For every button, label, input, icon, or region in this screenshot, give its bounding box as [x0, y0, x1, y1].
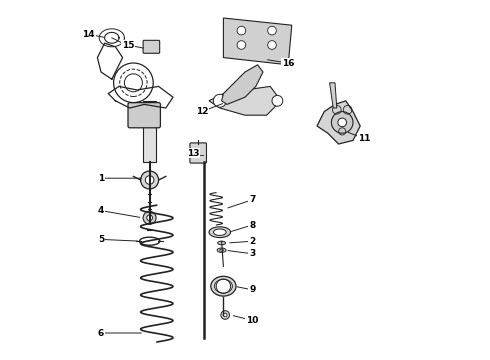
Circle shape [147, 215, 152, 221]
FancyBboxPatch shape [143, 101, 156, 162]
Text: 15: 15 [122, 41, 134, 50]
Circle shape [237, 41, 245, 49]
Ellipse shape [217, 248, 226, 252]
Circle shape [268, 41, 276, 49]
Text: 10: 10 [246, 316, 258, 325]
Circle shape [331, 112, 353, 133]
Circle shape [237, 26, 245, 35]
Circle shape [141, 171, 159, 189]
Ellipse shape [214, 229, 226, 235]
Ellipse shape [211, 276, 236, 296]
Text: 11: 11 [358, 134, 370, 143]
Circle shape [268, 26, 276, 35]
Text: 4: 4 [98, 206, 104, 215]
Text: 5: 5 [98, 235, 104, 244]
Text: 3: 3 [249, 249, 255, 258]
Circle shape [272, 95, 283, 106]
FancyBboxPatch shape [128, 103, 160, 128]
Polygon shape [223, 18, 292, 65]
Circle shape [216, 279, 231, 293]
Text: 2: 2 [249, 237, 255, 246]
Text: 1: 1 [98, 174, 104, 183]
Circle shape [145, 176, 154, 184]
Circle shape [338, 118, 346, 127]
Text: 13: 13 [187, 149, 199, 158]
Text: 6: 6 [98, 328, 104, 338]
Circle shape [221, 311, 229, 319]
Ellipse shape [220, 249, 223, 251]
Ellipse shape [209, 227, 231, 238]
FancyBboxPatch shape [190, 143, 206, 163]
Text: 7: 7 [249, 195, 255, 204]
Text: 14: 14 [82, 30, 95, 39]
FancyBboxPatch shape [143, 40, 160, 53]
Text: 16: 16 [282, 59, 294, 68]
Ellipse shape [218, 241, 225, 245]
Circle shape [213, 94, 226, 107]
Polygon shape [221, 65, 263, 104]
Polygon shape [317, 101, 360, 144]
Polygon shape [330, 83, 337, 108]
Polygon shape [209, 86, 281, 115]
Text: 9: 9 [249, 285, 255, 294]
Circle shape [223, 313, 227, 317]
Text: 12: 12 [196, 107, 208, 116]
Circle shape [143, 211, 156, 224]
Text: 8: 8 [249, 220, 255, 230]
